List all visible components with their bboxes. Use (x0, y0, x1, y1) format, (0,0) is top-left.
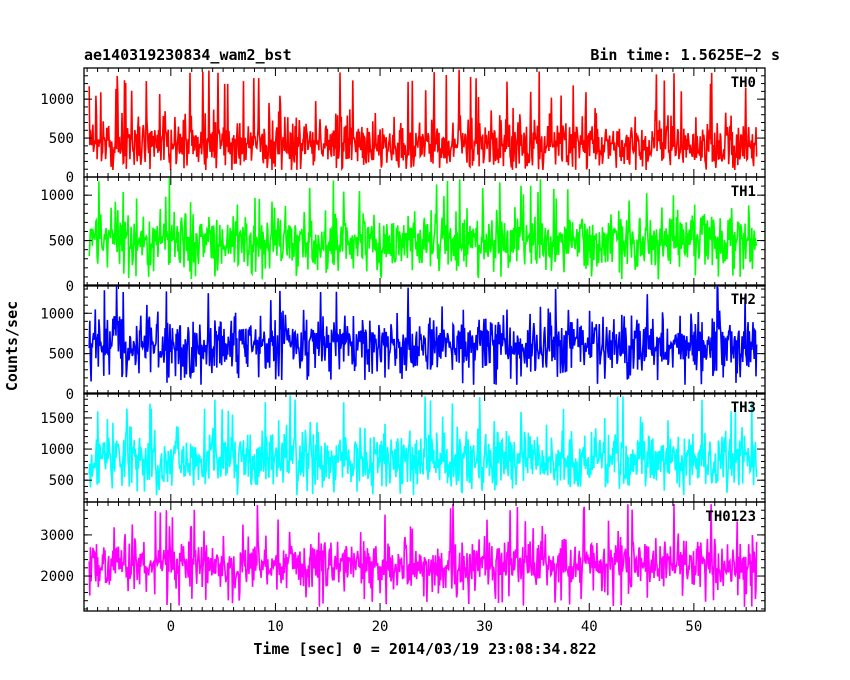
x-tick-label: 0 (167, 619, 175, 635)
y-tick-label: 1000 (40, 188, 74, 204)
panel-th0123: 2000 3000 TH0123 (40, 501, 766, 612)
x-tick-label: 10 (267, 619, 284, 635)
panel-label-th1: TH1 (731, 184, 756, 200)
y-tick-label: 0 (66, 387, 74, 403)
panel-th1: 0 500 1000 TH1 (40, 176, 766, 295)
series-line-th0123 (88, 503, 758, 607)
panel-label-th2: TH2 (731, 292, 756, 308)
panel-label-th0123: TH0123 (705, 509, 756, 525)
y-tick-label: 0 (66, 279, 74, 295)
panels-group: 0 500 1000 TH0 0 500 1000 TH1 0 500 1000 TH2 500 1000… (40, 67, 766, 612)
panel-th2: 0 500 1000 TH2 (40, 284, 766, 403)
y-tick-label: 1500 (40, 411, 74, 427)
chart-title-right: Bin time: 1.5625E−2 s (590, 46, 780, 64)
x-tick-label: 50 (685, 619, 702, 635)
x-tick-label: 40 (581, 619, 598, 635)
y-tick-label: 2000 (40, 569, 74, 585)
y-axis-title: Counts/sec (3, 301, 21, 391)
panel-label-th0: TH0 (731, 75, 756, 91)
y-tick-label: 1000 (40, 92, 74, 108)
panel-frame (83, 284, 766, 395)
series-line-th2 (88, 284, 758, 385)
x-tick-label: 20 (372, 619, 389, 635)
x-axis-title: Time [sec] 0 = 2014/03/19 23:08:34.822 (253, 640, 596, 658)
series-line-th0 (88, 69, 758, 172)
series-line-th3 (88, 395, 758, 496)
y-tick-label: 500 (49, 131, 74, 147)
panel-th0: 0 500 1000 TH0 (40, 67, 766, 186)
panel-th3: 500 1000 1500 TH3 (40, 392, 766, 503)
series-line-th1 (88, 178, 758, 280)
y-tick-label: 1000 (40, 306, 74, 322)
y-tick-label: 500 (49, 473, 74, 489)
y-tick-label: 500 (49, 347, 74, 363)
panel-frame (83, 501, 766, 612)
y-tick-label: 500 (49, 234, 74, 250)
panel-label-th3: TH3 (731, 400, 756, 416)
y-tick-label: 1000 (40, 442, 74, 458)
y-tick-label: 3000 (40, 528, 74, 544)
y-tick-label: 0 (66, 170, 74, 186)
x-tick-label: 30 (476, 619, 493, 635)
chart-title-left: ae140319230834_wam2_bst (84, 46, 292, 64)
x-axis: 0 10 20 30 40 50 (167, 619, 703, 635)
